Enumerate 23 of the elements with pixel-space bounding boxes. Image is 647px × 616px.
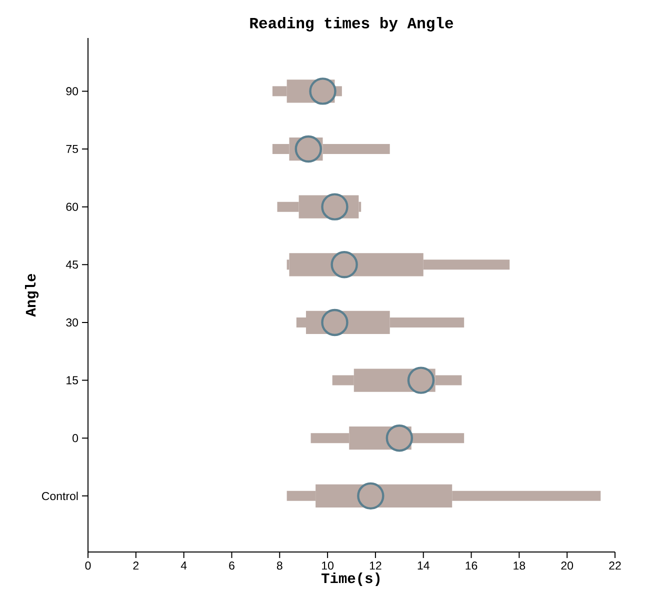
- y-tick-label: 0: [72, 434, 78, 442]
- x-tick-label: 20: [561, 562, 574, 570]
- x-tick-label: 10: [322, 562, 334, 570]
- y-tick-label: Control: [42, 492, 78, 500]
- y-tick-label: 45: [66, 260, 78, 269]
- x-tick-label: 4: [180, 562, 187, 570]
- x-tick-label: 22: [609, 562, 621, 570]
- y-tick-label: 75: [66, 145, 78, 154]
- y-tick-label: 60: [66, 202, 78, 211]
- x-tick-label: 8: [276, 562, 282, 570]
- y-axis-title: Angle: [24, 274, 39, 317]
- x-tick-label: 6: [229, 562, 234, 570]
- y-tick-label: 30: [66, 318, 78, 327]
- x-tick-label: 16: [466, 562, 478, 570]
- x-tick-label: 2: [133, 562, 139, 570]
- x-tick-label: 0: [85, 562, 91, 570]
- x-axis-title: Time(s): [321, 572, 380, 586]
- y-tick-label: 90: [66, 87, 78, 96]
- x-tick-label: 18: [514, 562, 526, 570]
- chart-title: Reading times by Angle: [250, 16, 454, 32]
- y-tick-label: 15: [66, 376, 78, 384]
- x-tick-label: 14: [418, 562, 430, 570]
- x-tick-label: 12: [370, 562, 382, 570]
